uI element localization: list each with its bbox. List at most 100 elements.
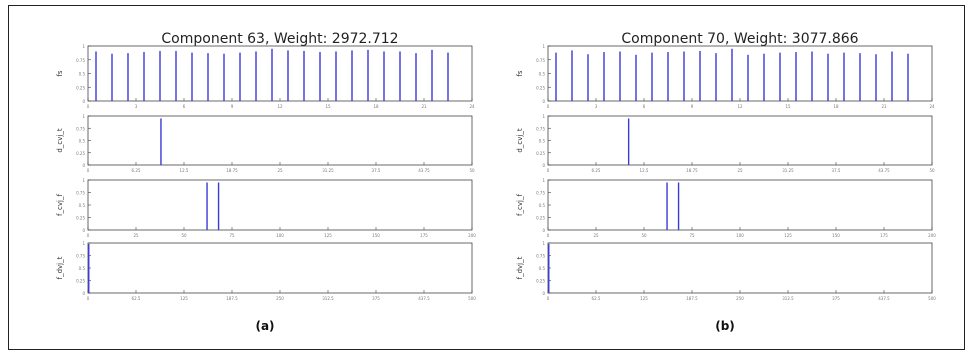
subplot-axes-frame xyxy=(87,115,473,166)
x-tick-label: 12.5 xyxy=(180,168,189,173)
x-tick-label: 18.75 xyxy=(686,168,698,173)
subplot-1: d_cvj_t 0 0.25 0.5 0.75 1 0 6.25 12.5 18.75 25 31.2… xyxy=(516,114,935,173)
x-tick-label: 0 xyxy=(87,233,90,238)
x-tick-label: 24 xyxy=(929,104,935,109)
x-tick-label: 6 xyxy=(643,104,646,109)
x-tick-label: 50 xyxy=(469,168,475,173)
y-tick-label: 0.25 xyxy=(536,151,545,156)
x-tick-label: 50 xyxy=(641,233,647,238)
x-tick-label: 375 xyxy=(372,296,380,301)
y-axis-label: fs xyxy=(516,70,524,76)
subplot-3: f_dvj_t 0 0.25 0.5 0.75 1 0 62.5 125 187.5 250 312.… xyxy=(516,241,936,301)
x-tick-label: 125 xyxy=(640,296,648,301)
y-tick-label: 0.5 xyxy=(539,266,546,271)
y-tick-label: 0.5 xyxy=(79,203,86,208)
chart-title: Component 63, Weight: 2972.712 xyxy=(161,31,398,47)
x-tick-label: 0 xyxy=(87,296,90,301)
y-axis-label: f_cvj_f xyxy=(56,194,64,216)
x-tick-label: 0 xyxy=(547,168,550,173)
y-tick-label: 0.25 xyxy=(76,151,85,156)
subplot-3: f_dvj_t 0 0.25 0.5 0.75 1 0 62.5 125 187.5 250 312.… xyxy=(56,241,476,301)
x-tick-label: 150 xyxy=(372,233,380,238)
chart-caption: (b) xyxy=(715,319,735,333)
y-tick-label: 1 xyxy=(542,44,545,49)
y-tick-label: 0 xyxy=(82,228,85,233)
subplot-axes-frame xyxy=(547,45,933,102)
x-tick-label: 100 xyxy=(276,233,284,238)
x-tick-label: 18 xyxy=(833,104,839,109)
x-tick-label: 437.5 xyxy=(418,296,430,301)
x-tick-label: 175 xyxy=(880,233,888,238)
y-tick-label: 0.75 xyxy=(536,126,545,131)
x-tick-label: 62.5 xyxy=(132,296,141,301)
y-tick-label: 0 xyxy=(542,163,545,168)
x-tick-label: 437.5 xyxy=(878,296,890,301)
x-tick-label: 75 xyxy=(689,233,695,238)
chart-title: Component 70, Weight: 3077.866 xyxy=(621,31,858,47)
y-tick-label: 0.25 xyxy=(536,279,545,284)
y-axis-label: f_dvj_t xyxy=(56,256,64,279)
x-tick-label: 15 xyxy=(785,104,791,109)
x-tick-label: 21 xyxy=(421,104,427,109)
y-tick-label: 1 xyxy=(82,114,85,119)
y-tick-label: 0.5 xyxy=(539,72,546,77)
x-tick-label: 125 xyxy=(784,233,792,238)
subplot-0: fs 0 0.25 0.5 0.75 1 0 3 6 9 12 15 18 21 24 xyxy=(516,44,935,109)
x-tick-label: 0 xyxy=(547,104,550,109)
x-tick-label: 187.5 xyxy=(686,296,698,301)
x-tick-label: 125 xyxy=(180,296,188,301)
chart-panel-0: Component 63, Weight: 2972.712 (a) fs 0 0.25… xyxy=(56,31,476,333)
x-tick-label: 250 xyxy=(736,296,744,301)
x-tick-label: 18.75 xyxy=(226,168,238,173)
y-tick-label: 0 xyxy=(542,99,545,104)
subplot-1: d_cvj_t 0 0.25 0.5 0.75 1 0 6.25 12.5 18.75 25 31.2… xyxy=(56,114,475,173)
x-tick-label: 175 xyxy=(420,233,428,238)
y-tick-label: 0.75 xyxy=(536,254,545,259)
x-tick-label: 43.75 xyxy=(418,168,430,173)
subplot-axes-frame xyxy=(547,242,933,294)
x-tick-label: 50 xyxy=(181,233,187,238)
x-tick-label: 12.5 xyxy=(640,168,649,173)
subplot-axes-frame xyxy=(87,242,473,294)
y-tick-label: 0.25 xyxy=(76,216,85,221)
y-tick-label: 1 xyxy=(542,241,545,246)
y-axis-label: f_cvj_f xyxy=(516,194,524,216)
y-axis-label: fs xyxy=(56,70,64,76)
y-axis-label: f_dvj_t xyxy=(516,256,524,279)
x-tick-label: 0 xyxy=(547,296,550,301)
y-tick-label: 0.25 xyxy=(536,216,545,221)
x-tick-label: 31.25 xyxy=(782,168,794,173)
y-tick-label: 0 xyxy=(82,99,85,104)
x-tick-label: 0 xyxy=(87,104,90,109)
x-tick-label: 9 xyxy=(231,104,234,109)
x-tick-label: 100 xyxy=(736,233,744,238)
subplot-2: f_cvj_f 0 0.25 0.5 0.75 1 0 25 50 75 100 125 150 175 2… xyxy=(516,178,936,238)
y-tick-label: 0.5 xyxy=(79,72,86,77)
y-tick-label: 0.5 xyxy=(79,266,86,271)
x-tick-label: 25 xyxy=(593,233,599,238)
y-tick-label: 0.25 xyxy=(76,85,85,90)
subplot-2: f_cvj_f 0 0.25 0.5 0.75 1 0 25 50 75 100 125 150 175 2… xyxy=(56,178,476,238)
x-tick-label: 37.5 xyxy=(832,168,841,173)
x-tick-label: 31.25 xyxy=(322,168,334,173)
y-tick-label: 0.25 xyxy=(536,85,545,90)
x-tick-label: 312.5 xyxy=(322,296,334,301)
x-tick-label: 500 xyxy=(468,296,476,301)
x-tick-label: 6.25 xyxy=(592,168,601,173)
y-tick-label: 0.75 xyxy=(76,191,85,196)
chart-caption: (a) xyxy=(255,319,274,333)
x-tick-label: 24 xyxy=(469,104,475,109)
y-tick-label: 0 xyxy=(542,228,545,233)
x-tick-label: 200 xyxy=(468,233,476,238)
x-tick-label: 312.5 xyxy=(782,296,794,301)
y-tick-label: 0.25 xyxy=(76,279,85,284)
y-tick-label: 1 xyxy=(82,241,85,246)
y-tick-label: 0.75 xyxy=(76,58,85,63)
x-tick-label: 25 xyxy=(133,233,139,238)
y-tick-label: 0 xyxy=(82,163,85,168)
x-tick-label: 25 xyxy=(737,168,743,173)
x-tick-label: 200 xyxy=(928,233,936,238)
y-tick-label: 0 xyxy=(82,291,85,296)
y-tick-label: 0.5 xyxy=(79,139,86,144)
